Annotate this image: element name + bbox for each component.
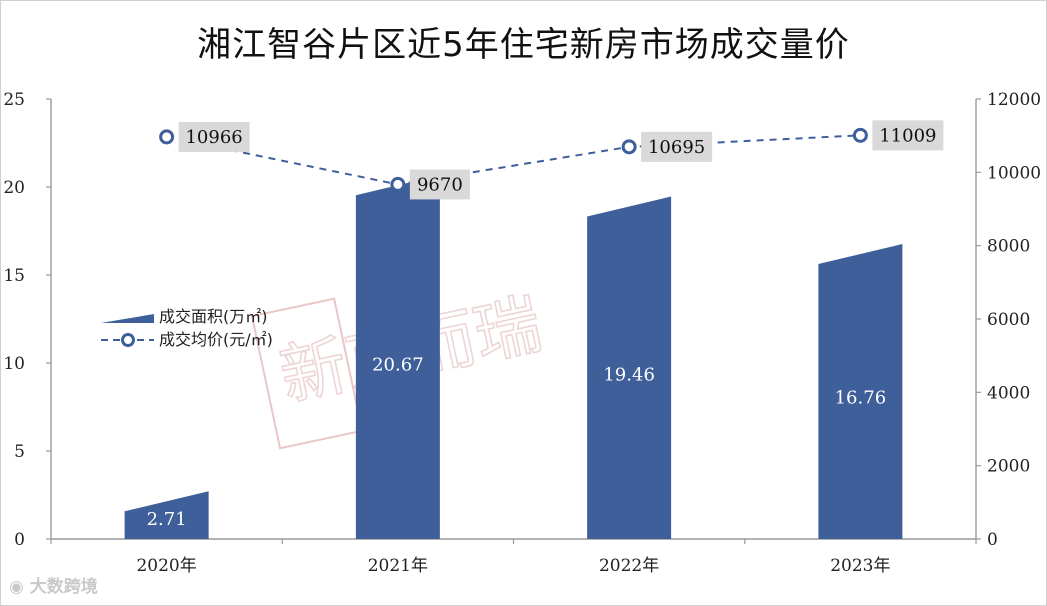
bar bbox=[124, 491, 209, 539]
line-point bbox=[621, 139, 637, 155]
bar bbox=[355, 175, 440, 539]
x-tick-label: 2022年 bbox=[599, 556, 659, 576]
legend-bar-label: 成交面积(万㎡) bbox=[159, 307, 268, 326]
right-tick-label: 8000 bbox=[987, 237, 1030, 257]
bar-value-label: 20.67 bbox=[372, 354, 424, 375]
right-tick-label: 0 bbox=[987, 530, 998, 550]
x-tick-label: 2021年 bbox=[368, 556, 428, 576]
source-logo-text: 大数跨境 bbox=[29, 577, 98, 597]
right-tick-label: 2000 bbox=[987, 457, 1030, 477]
right-tick-label: 4000 bbox=[987, 383, 1030, 403]
bar bbox=[587, 196, 672, 539]
camera-eye-icon: ◉ bbox=[9, 577, 24, 597]
bar-value-label: 2.71 bbox=[147, 509, 187, 530]
legend-item-line: 成交均价(元/㎡) bbox=[101, 330, 273, 349]
price-line bbox=[166, 134, 861, 186]
point-value-label: 10966 bbox=[185, 127, 242, 148]
legend-item-bar: 成交面积(万㎡) bbox=[101, 307, 268, 326]
point-label-box bbox=[641, 131, 713, 162]
left-tick-label: 25 bbox=[3, 90, 25, 110]
bar-value-label: 16.76 bbox=[835, 387, 887, 408]
x-axis-ticks: 2020年 2021年 2022年 2023年 bbox=[50, 539, 977, 576]
point-value-label: 9670 bbox=[417, 174, 463, 195]
x-tick-label: 2020年 bbox=[136, 556, 196, 576]
legend-bar-icon bbox=[101, 314, 154, 323]
left-tick-label: 15 bbox=[3, 266, 25, 286]
line-point bbox=[852, 127, 868, 143]
left-tick-label: 20 bbox=[3, 178, 25, 198]
left-axis-ticks: 0 5 10 15 20 25 bbox=[3, 90, 51, 550]
legend-line-marker bbox=[121, 333, 135, 347]
line-series: 10966 9670 10695 11009 bbox=[159, 120, 944, 200]
left-tick-label: 5 bbox=[14, 442, 25, 462]
right-axis-ticks: 0 2000 4000 6000 8000 10000 12000 bbox=[976, 90, 1041, 550]
bar-series: 2.71 20.67 19.46 16.76 bbox=[124, 175, 903, 540]
point-label-box bbox=[872, 120, 944, 151]
point-value-label: 10695 bbox=[648, 137, 705, 158]
right-tick-label: 6000 bbox=[987, 310, 1030, 330]
right-tick-label: 10000 bbox=[987, 163, 1041, 183]
bar bbox=[818, 244, 903, 540]
left-tick-label: 0 bbox=[14, 530, 25, 550]
bar-value-label: 19.46 bbox=[603, 365, 655, 386]
line-point bbox=[390, 176, 406, 192]
point-label-box bbox=[409, 169, 470, 200]
watermark-frame bbox=[250, 297, 364, 450]
left-tick-label: 10 bbox=[3, 354, 25, 374]
chart-title: 湘江智谷片区近5年住宅新房市场成交量价 bbox=[197, 25, 850, 65]
x-tick-label: 2023年 bbox=[830, 556, 890, 576]
line-point bbox=[159, 129, 175, 145]
source-logo: ◉ 大数跨境 bbox=[9, 572, 98, 597]
legend: 成交面积(万㎡) 成交均价(元/㎡) bbox=[101, 307, 273, 349]
point-label-box bbox=[178, 121, 250, 152]
point-value-label: 11009 bbox=[879, 125, 936, 146]
legend-line-label: 成交均价(元/㎡) bbox=[159, 330, 273, 349]
right-tick-label: 12000 bbox=[987, 90, 1041, 110]
